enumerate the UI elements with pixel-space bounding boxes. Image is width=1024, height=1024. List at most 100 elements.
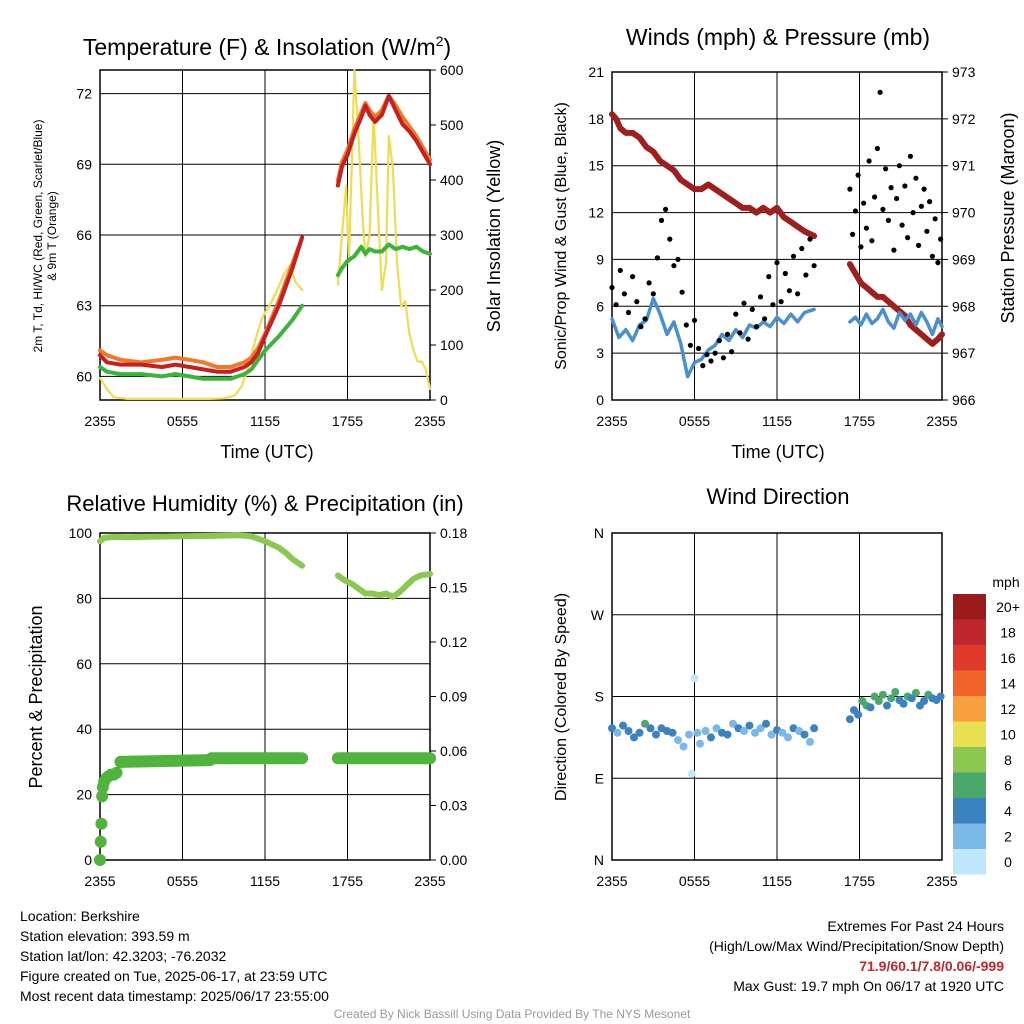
temp-ytick-label-1: 63 — [76, 298, 92, 314]
precip-series-2 — [114, 752, 309, 768]
wind-title: Winds (mph) & Pressure (mb) — [626, 24, 930, 50]
figure-created: Figure created on Tue, 2025-06-17, at 23… — [20, 968, 328, 984]
wind-xtick-label-0: 2355 — [596, 413, 627, 429]
credit-line: Created By Nick Bassill Using Data Provi… — [333, 1007, 691, 1021]
temp-series-2m-t-0 — [98, 235, 305, 374]
gust-point — [782, 270, 788, 277]
rh-ytick-label-3: 60 — [76, 656, 92, 672]
direction-point — [641, 719, 649, 728]
direction-point — [696, 739, 704, 748]
temp-xlabel: Time (UTC) — [220, 442, 313, 462]
gust-point — [729, 349, 735, 355]
wind-rtick-label-5: 971 — [952, 158, 976, 174]
gust-point — [891, 247, 897, 253]
rh-xtick-label-2: 1155 — [250, 873, 280, 889]
wind-ytick-label-6: 18 — [588, 111, 604, 127]
station-latlon: Station lat/lon: 42.3203; -76.2032 — [20, 948, 227, 964]
gust-point — [929, 253, 936, 259]
gust-point — [663, 206, 669, 212]
legend-swatch-3 — [953, 670, 986, 696]
gust-point — [745, 336, 751, 342]
direction-point — [751, 728, 759, 737]
gust-point — [679, 289, 685, 295]
temp-rtick-label-2: 200 — [440, 282, 464, 298]
legend-label-5: 10 — [1000, 727, 1016, 743]
direction-point — [891, 688, 900, 696]
gust-point — [790, 253, 797, 259]
gust-point — [907, 153, 914, 159]
direction-point — [887, 694, 896, 703]
gust-point — [621, 291, 628, 297]
wind-series-pressure-5 — [846, 261, 945, 347]
direction-point — [883, 701, 891, 710]
direction-point — [740, 727, 748, 735]
gust-point — [861, 200, 867, 206]
wind-xtick-label-1: 0555 — [679, 413, 710, 429]
extremes-box: Extremes For Past 24 Hours (High/Low/Max… — [709, 916, 1004, 996]
wind-ytick-label-0: 0 — [596, 392, 604, 408]
direction-point — [701, 727, 710, 735]
gust-point — [932, 216, 938, 222]
rh-xtick-label-4: 2355 — [414, 873, 445, 889]
temp-series-insolation-7 — [336, 68, 432, 391]
legend-swatch-9 — [953, 823, 986, 849]
gust-point — [866, 158, 872, 164]
gust-point — [749, 306, 755, 312]
gust-point — [630, 274, 636, 280]
direction-point — [866, 703, 875, 712]
gust-point — [650, 291, 656, 297]
dir-ytick-label-0: N — [594, 852, 604, 868]
gust-point — [733, 311, 739, 317]
wind-rtick-label-6: 972 — [952, 111, 976, 127]
gust-point — [658, 217, 665, 223]
wind-series-wind-1 — [848, 307, 944, 337]
gust-point — [654, 255, 661, 261]
dir-title: Wind Direction — [706, 484, 849, 509]
legend-swatch-8 — [953, 798, 986, 824]
gust-point — [880, 206, 886, 212]
gust-point — [770, 302, 776, 308]
direction-point — [810, 724, 819, 733]
wind-xtick-label-2: 1155 — [762, 413, 792, 429]
direction-point — [635, 728, 644, 737]
temp-rtick-label-0: 0 — [440, 392, 448, 408]
gust-point — [872, 194, 878, 200]
direction-point — [619, 721, 627, 730]
wind-frame — [611, 71, 943, 401]
gust-point — [646, 280, 652, 286]
wind-ylabel: Sonic/Prop Wind & Gust (Blue, Black) — [553, 102, 570, 370]
legend-label-6: 8 — [1004, 752, 1012, 768]
gust-point — [905, 235, 911, 241]
gust-point — [883, 166, 889, 172]
gust-point — [894, 195, 900, 202]
precip-point — [96, 790, 109, 803]
gust-point — [762, 316, 768, 322]
gust-point — [896, 163, 903, 169]
wind-rtick-label-3: 969 — [952, 251, 976, 267]
direction-panel: Wind Direction Direction (Colored By Spe… — [553, 484, 1020, 889]
gust-point — [863, 225, 870, 231]
direction-point — [687, 769, 696, 778]
gust-point — [921, 186, 927, 192]
direction-point — [845, 715, 854, 724]
temp-ylabel-line1: 2m T, Td, HI/WC (Red, Green, Scarlet/Blu… — [31, 120, 45, 353]
direction-point — [762, 719, 770, 728]
temp-rtick-label-3: 300 — [440, 227, 464, 243]
direction-point — [874, 697, 883, 705]
gust-point — [675, 256, 681, 262]
gust-point — [847, 186, 853, 192]
temp-series-2m-t-1 — [335, 93, 432, 188]
extremes-subtitle: (High/Low/Max Wind/Precipitation/Snow De… — [709, 938, 1004, 954]
gust-point — [935, 260, 941, 266]
gust-point — [625, 309, 632, 316]
gust-point — [687, 342, 694, 348]
gust-point — [766, 274, 772, 280]
rh-xtick-label-3: 1755 — [332, 873, 363, 889]
rh-ytick-label-1: 20 — [76, 787, 92, 803]
wind-ytick-label-5: 15 — [588, 158, 604, 174]
wind-ytick-label-7: 21 — [588, 64, 604, 80]
direction-point — [778, 728, 787, 737]
temp-xtick-label-3: 1755 — [332, 413, 363, 429]
temp-ytick-label-0: 60 — [76, 368, 92, 384]
